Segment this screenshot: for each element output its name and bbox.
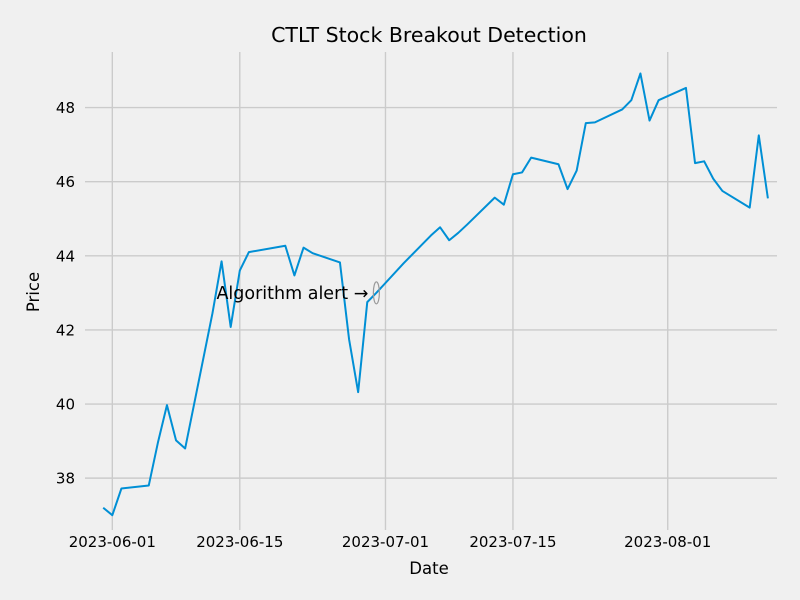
annotation-group: Algorithm alert →	[216, 281, 380, 305]
grid-lines	[85, 52, 777, 530]
y-axis-label: Price	[24, 272, 43, 312]
y-tick-label: 38	[56, 470, 75, 488]
price-line	[102, 72, 769, 517]
alert-marker	[372, 281, 380, 305]
x-tick-label: 2023-06-01	[69, 533, 156, 551]
x-axis-label: Date	[409, 559, 448, 578]
chart-title: CTLT Stock Breakout Detection	[271, 23, 587, 47]
y-tick-label: 44	[56, 247, 75, 265]
x-tick-label: 2023-08-01	[624, 533, 711, 551]
annotation-text: Algorithm alert →	[216, 284, 368, 304]
x-tick-label: 2023-07-15	[469, 533, 556, 551]
y-tick-labels: 38 40 42 44 46 48	[56, 99, 75, 488]
x-tick-label: 2023-07-01	[342, 533, 429, 551]
y-tick-label: 48	[56, 99, 75, 117]
y-tick-label: 42	[56, 321, 75, 339]
data-series	[102, 72, 769, 517]
y-tick-label: 46	[56, 173, 75, 191]
x-tick-labels: 2023-06-01 2023-06-15 2023-07-01 2023-07-15…	[69, 533, 712, 551]
y-tick-label: 40	[56, 396, 75, 414]
x-tick-label: 2023-06-15	[196, 533, 283, 551]
